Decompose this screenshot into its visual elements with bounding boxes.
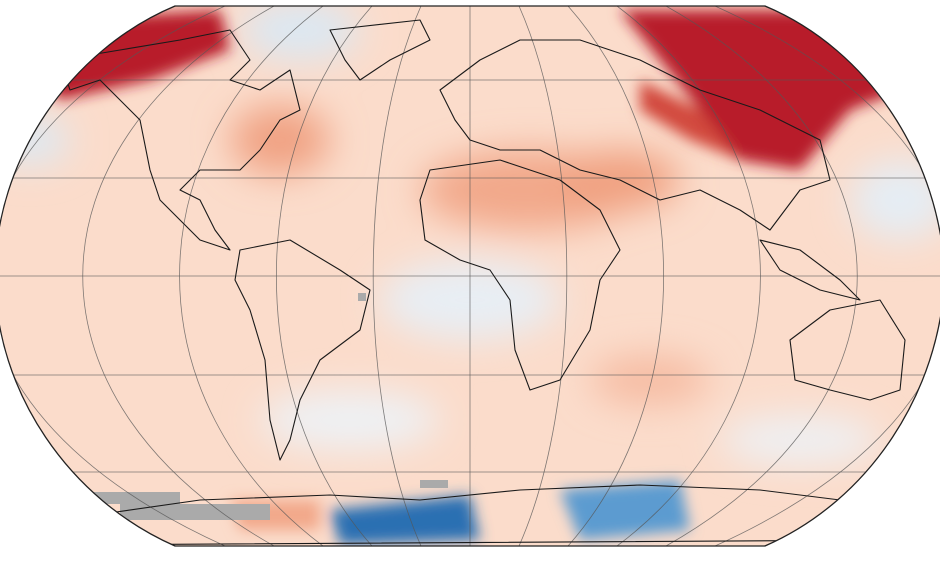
cold-patch [560, 480, 690, 540]
cool-patch [260, 390, 440, 450]
meridian [82, 6, 275, 546]
cool-patch [850, 160, 940, 240]
meridian [275, 6, 373, 546]
warm-patch [230, 105, 330, 175]
cool-patch [720, 415, 880, 465]
eurasia [439, 39, 831, 231]
maritime-asia [759, 239, 861, 301]
meridian [665, 6, 858, 546]
north-america [59, 29, 301, 251]
globe-outline [0, 5, 940, 547]
no-data-patch [80, 492, 180, 504]
coastlines [59, 19, 906, 546]
no-data-patch [120, 504, 270, 520]
no-data-patch [358, 293, 366, 301]
antarctica [59, 484, 901, 546]
south-america [234, 239, 371, 461]
warm-patch [590, 355, 710, 405]
greenland [329, 19, 431, 81]
cold-patch [330, 495, 480, 545]
hot-patch [640, 80, 740, 160]
no-data-patch [420, 480, 448, 488]
meridian [714, 6, 940, 546]
africa [419, 159, 621, 391]
meridian [518, 6, 568, 546]
cool-patch [240, 6, 360, 60]
meridian [0, 6, 226, 546]
meridian [372, 6, 422, 546]
meridian [616, 6, 761, 546]
anomaly-field [0, 6, 940, 465]
meridian [179, 6, 324, 546]
meridian [567, 6, 665, 546]
australia [789, 299, 906, 401]
